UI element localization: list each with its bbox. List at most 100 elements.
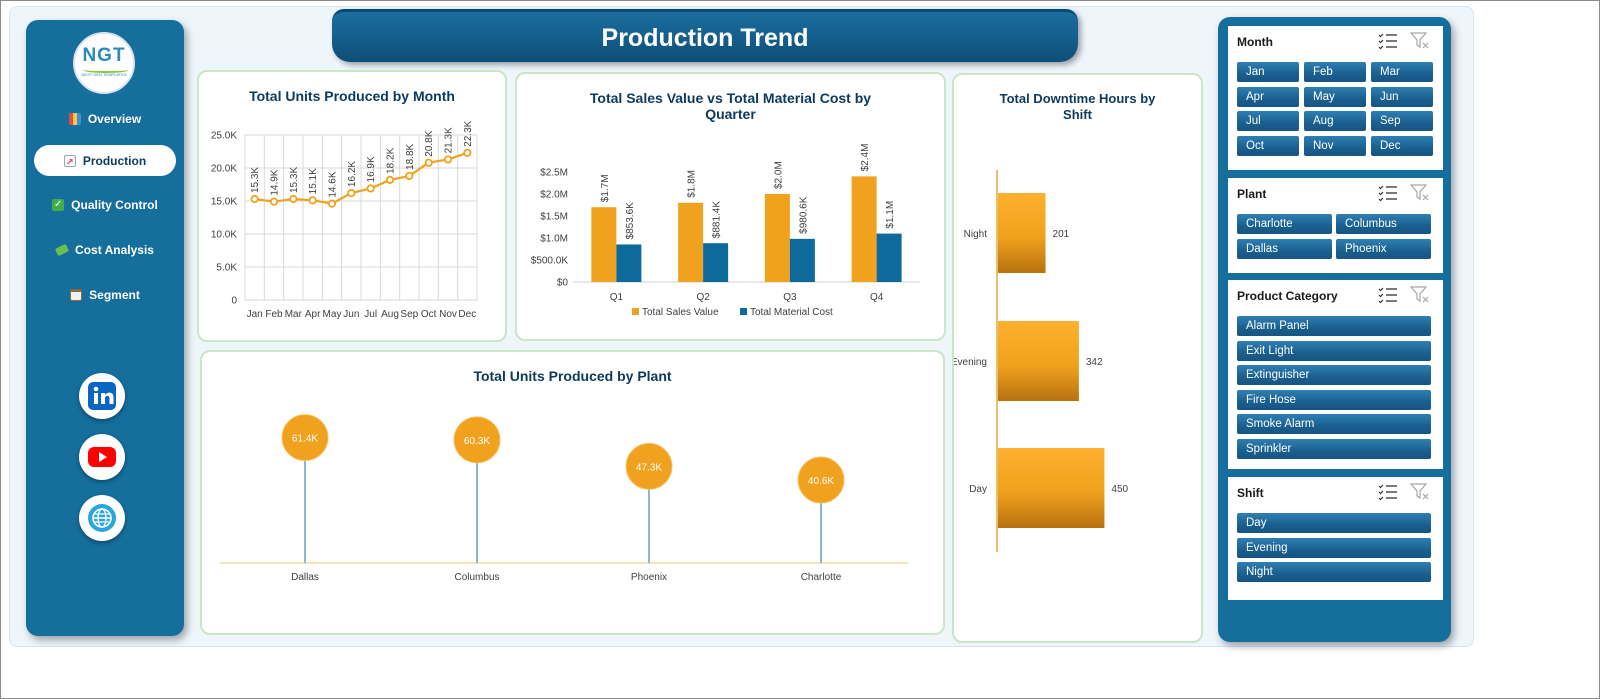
month-option[interactable]: Jun <box>1371 86 1433 107</box>
shift-option[interactable]: Day <box>1237 513 1431 533</box>
data-label: 16.2K <box>347 161 358 187</box>
slicer-title: Month <box>1237 35 1273 49</box>
multi-select-icon[interactable] <box>1378 286 1398 304</box>
monthly-units-card: Total Units Produced by Month 0 5.0K 10.0K… <box>197 70 507 342</box>
lollipop-head <box>797 456 845 504</box>
y-tick-label: 15.0K <box>211 197 237 208</box>
data-label: 22.3K <box>463 120 474 146</box>
plant-option[interactable]: Columbus <box>1336 214 1431 234</box>
data-label: 20.8K <box>424 130 435 156</box>
plant-lollipop-chart: 61.4K Dallas 60.3K Columbus 47.3K Phoenix 40.6… <box>220 414 908 583</box>
multi-select-icon[interactable] <box>1378 32 1398 50</box>
month-option[interactable]: Aug <box>1304 111 1366 131</box>
month-option[interactable]: Sep <box>1371 111 1433 131</box>
clipboard-icon <box>70 288 83 301</box>
month-option[interactable]: Nov <box>1304 135 1366 156</box>
data-label: 61.4K <box>292 434 318 445</box>
bar <box>998 448 1105 528</box>
money-icon <box>54 243 70 256</box>
y-tick-label: 5.0K <box>216 263 237 274</box>
nav-item-segment[interactable]: Segment <box>34 279 176 310</box>
shift-option[interactable]: Evening <box>1237 537 1431 558</box>
data-label: $853.6K <box>625 202 636 240</box>
clear-filter-icon[interactable] <box>1409 32 1430 50</box>
y-tick-label: $500.0K <box>531 256 569 267</box>
month-option[interactable]: Oct <box>1237 135 1299 156</box>
shift-option[interactable]: Night <box>1237 562 1431 582</box>
bar <box>591 207 617 282</box>
chart-title: Total Units Produced by Month <box>249 88 455 104</box>
nav-item-overview[interactable]: Overview <box>34 103 176 134</box>
data-point <box>347 188 356 198</box>
month-option[interactable]: Jan <box>1237 62 1299 82</box>
month-option[interactable]: Mar <box>1371 62 1433 82</box>
x-tick-label: Q4 <box>870 292 884 303</box>
data-label: $881.4K <box>712 201 723 239</box>
month-option[interactable]: May <box>1304 86 1366 107</box>
data-label: 450 <box>1111 484 1128 495</box>
y-tick-label: 20.0K <box>211 164 237 175</box>
title-banner: Production Trend <box>332 9 1078 62</box>
x-tick-label: Jun <box>343 309 359 320</box>
multi-select-icon[interactable] <box>1378 483 1398 501</box>
data-label: $1.8M <box>687 170 698 198</box>
company-logo: NGT NEXT GEN TEMPLATES <box>73 32 135 94</box>
x-tick-label: Q1 <box>610 292 624 303</box>
linkedin-button[interactable] <box>79 373 125 419</box>
data-label: $2.4M <box>860 144 871 172</box>
plant-option[interactable]: Dallas <box>1237 238 1332 259</box>
nav-item-cost-analysis[interactable]: Cost Analysis <box>34 234 176 265</box>
youtube-button[interactable] <box>79 434 125 480</box>
product-category-option[interactable]: Exit Light <box>1237 340 1431 361</box>
y-tick-label: $2.5M <box>540 168 568 179</box>
clear-filter-icon[interactable] <box>1409 286 1430 304</box>
lollipop-head <box>625 442 673 490</box>
data-point <box>327 199 337 208</box>
data-label: 15.3K <box>250 167 261 193</box>
bar <box>764 194 790 282</box>
product-category-slicer: Product Category Alarm Panel Exit Light Ext… <box>1228 280 1443 469</box>
data-label: 60.3K <box>464 436 490 447</box>
data-label: 18.2K <box>386 147 397 173</box>
chart-title-line2: Shift <box>1063 107 1092 122</box>
product-category-option[interactable]: Smoke Alarm <box>1237 414 1431 434</box>
data-label: 15.3K <box>289 167 300 193</box>
downtime-shift-card: Total Downtime Hours by Shift 201 Night 34… <box>952 73 1203 643</box>
clear-filter-icon[interactable] <box>1409 184 1430 202</box>
plant-option[interactable]: Charlotte <box>1237 214 1332 234</box>
y-tick-label: $1.0M <box>540 234 568 245</box>
x-tick-label: Jul <box>364 309 377 320</box>
data-label: 18.8K <box>405 143 416 169</box>
chart-title: Total Units Produced by Plant <box>473 368 672 384</box>
y-tick-label: $2.0M <box>540 190 568 201</box>
data-label: 16.9K <box>366 156 377 182</box>
nav-item-quality-control[interactable]: ✓ Quality Control <box>34 189 176 220</box>
month-option[interactable]: Dec <box>1371 135 1433 156</box>
x-tick-label: Nov <box>439 309 457 320</box>
bar <box>851 176 877 282</box>
product-category-option[interactable]: Sprinkler <box>1237 438 1431 459</box>
product-category-option[interactable]: Fire Hose <box>1237 389 1431 410</box>
month-option[interactable]: Jul <box>1237 111 1299 131</box>
website-button[interactable] <box>79 495 125 541</box>
month-option[interactable]: Feb <box>1304 62 1366 82</box>
multi-select-icon[interactable] <box>1378 184 1398 202</box>
month-option[interactable]: Apr <box>1237 86 1299 107</box>
legend-swatch <box>740 308 747 315</box>
data-label: 201 <box>1053 229 1070 240</box>
chart-title-line2: Quarter <box>705 106 756 122</box>
x-tick-label: Feb <box>265 309 283 320</box>
data-point <box>366 184 375 193</box>
x-tick-label: Aug <box>381 309 399 320</box>
data-point <box>385 175 395 184</box>
product-category-option[interactable]: Alarm Panel <box>1237 316 1431 336</box>
x-tick-label: Dallas <box>291 572 319 583</box>
checkmark-icon: ✓ <box>52 198 65 211</box>
clear-filter-icon[interactable] <box>1409 483 1430 501</box>
nav-item-production[interactable]: ↗ Production <box>34 145 176 176</box>
plant-option[interactable]: Phoenix <box>1336 238 1431 259</box>
x-tick-label: Jan <box>247 309 263 320</box>
linkedin-icon <box>88 382 116 410</box>
x-tick-label: May <box>323 309 342 320</box>
product-category-option[interactable]: Extinguisher <box>1237 365 1431 385</box>
